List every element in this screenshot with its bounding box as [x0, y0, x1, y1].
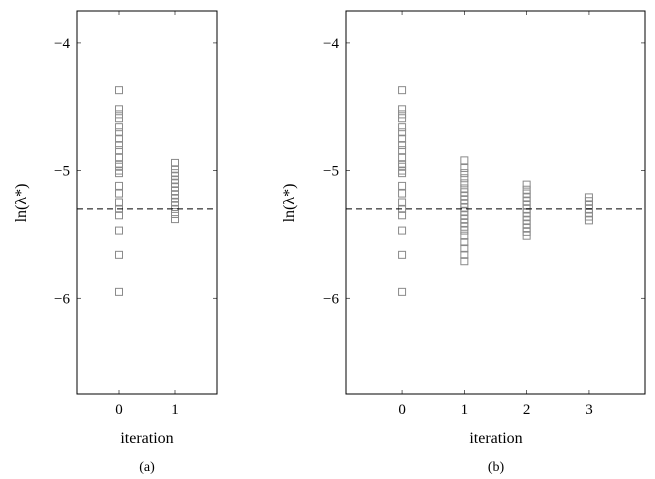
data-point-marker — [522, 231, 531, 240]
data-point-marker — [115, 128, 123, 137]
data-point-marker — [115, 134, 123, 143]
data-point-marker — [171, 209, 179, 218]
panel-caption-b: (b) — [488, 460, 505, 475]
x-tick-label: 3 — [585, 402, 593, 418]
data-point-marker — [115, 153, 123, 162]
ticks-b: −6 −5 −4 0 1 2 3 — [323, 11, 645, 418]
y-axis-label-b: ln(λ*) — [281, 184, 298, 223]
data-point-marker — [460, 231, 469, 240]
ticks-a: −6 −5 −4 0 1 — [54, 11, 217, 418]
chart-panel-a: −6 −5 −4 0 1 iteration ln(λ*) (a) — [13, 10, 218, 475]
data-point-marker — [115, 146, 123, 155]
data-point-marker — [398, 169, 407, 178]
y-tick-label: −4 — [323, 36, 339, 52]
data-point-marker — [522, 180, 531, 189]
data-point-marker — [115, 105, 123, 114]
data-point-marker — [460, 179, 469, 188]
data-point-marker — [115, 169, 123, 178]
data-point-marker — [398, 189, 407, 198]
y-axis-label-a: ln(λ*) — [13, 184, 30, 223]
data-point-marker — [460, 257, 469, 266]
data-point-marker — [398, 211, 407, 220]
data-point-marker — [398, 181, 407, 190]
x-tick-label: 1 — [171, 402, 179, 418]
data-point-marker — [115, 250, 123, 259]
data-point-marker — [398, 141, 407, 150]
data-point-marker — [460, 238, 469, 247]
data-point-marker — [115, 198, 123, 207]
data-point-marker — [115, 114, 123, 123]
data-point-marker — [398, 105, 407, 114]
data-point-marker — [398, 128, 407, 137]
data-point-marker — [115, 141, 123, 150]
x-axis-label-a: iteration — [120, 430, 173, 447]
data-point-marker — [115, 86, 123, 95]
data-point-marker — [115, 123, 123, 132]
data-point-marker — [398, 86, 407, 95]
data-point-marker — [171, 215, 179, 224]
y-tick-label: −5 — [323, 164, 339, 180]
x-axis-label-b: iteration — [469, 430, 522, 447]
data-point-marker — [584, 216, 593, 225]
data-point-marker — [398, 114, 407, 123]
data-point-marker — [115, 189, 123, 198]
x-tick-label: 2 — [523, 402, 531, 418]
data-point-marker — [398, 250, 407, 259]
panel-caption-a: (a) — [139, 460, 155, 475]
data-point-marker — [398, 198, 407, 207]
data-point-marker — [460, 164, 469, 173]
data-point-marker — [115, 287, 123, 296]
data-point-marker — [398, 134, 407, 143]
x-tick-label: 0 — [115, 402, 123, 418]
markers-a — [115, 86, 179, 296]
data-point-marker — [115, 181, 123, 190]
data-point-marker — [460, 174, 469, 183]
x-tick-label: 0 — [398, 402, 406, 418]
y-tick-label: −6 — [54, 291, 70, 307]
data-point-marker — [398, 146, 407, 155]
data-point-marker — [398, 153, 407, 162]
data-point-marker — [398, 123, 407, 132]
x-tick-label: 1 — [461, 402, 469, 418]
chart-panel-b: −6 −5 −4 0 1 2 3 iteration ln(λ*) (b) — [281, 10, 646, 475]
plot-frame-a — [76, 10, 218, 395]
data-point-marker — [460, 250, 469, 259]
markers-b — [398, 86, 593, 296]
data-point-marker — [171, 158, 179, 167]
plot-frame-b — [345, 10, 646, 395]
data-point-marker — [115, 211, 123, 220]
y-tick-label: −6 — [323, 291, 339, 307]
data-point-marker — [460, 244, 469, 253]
y-tick-label: −4 — [54, 36, 70, 52]
data-point-marker — [115, 226, 123, 235]
data-point-marker — [398, 226, 407, 235]
y-tick-label: −5 — [54, 164, 70, 180]
data-point-marker — [460, 156, 469, 165]
data-point-marker — [460, 169, 469, 178]
data-point-marker — [460, 226, 469, 235]
data-point-marker — [398, 287, 407, 296]
